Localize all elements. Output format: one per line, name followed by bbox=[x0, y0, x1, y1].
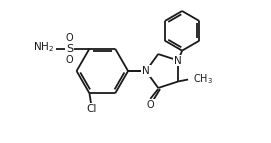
Text: N: N bbox=[142, 66, 150, 76]
Text: Cl: Cl bbox=[86, 104, 97, 114]
Text: NH$_2$: NH$_2$ bbox=[33, 40, 54, 54]
Text: O: O bbox=[66, 55, 73, 65]
Text: N: N bbox=[142, 66, 150, 76]
Text: O: O bbox=[147, 100, 154, 110]
Text: S: S bbox=[66, 44, 73, 54]
Text: CH$_3$: CH$_3$ bbox=[193, 73, 213, 86]
Text: O: O bbox=[66, 33, 73, 43]
Text: N: N bbox=[174, 55, 182, 65]
